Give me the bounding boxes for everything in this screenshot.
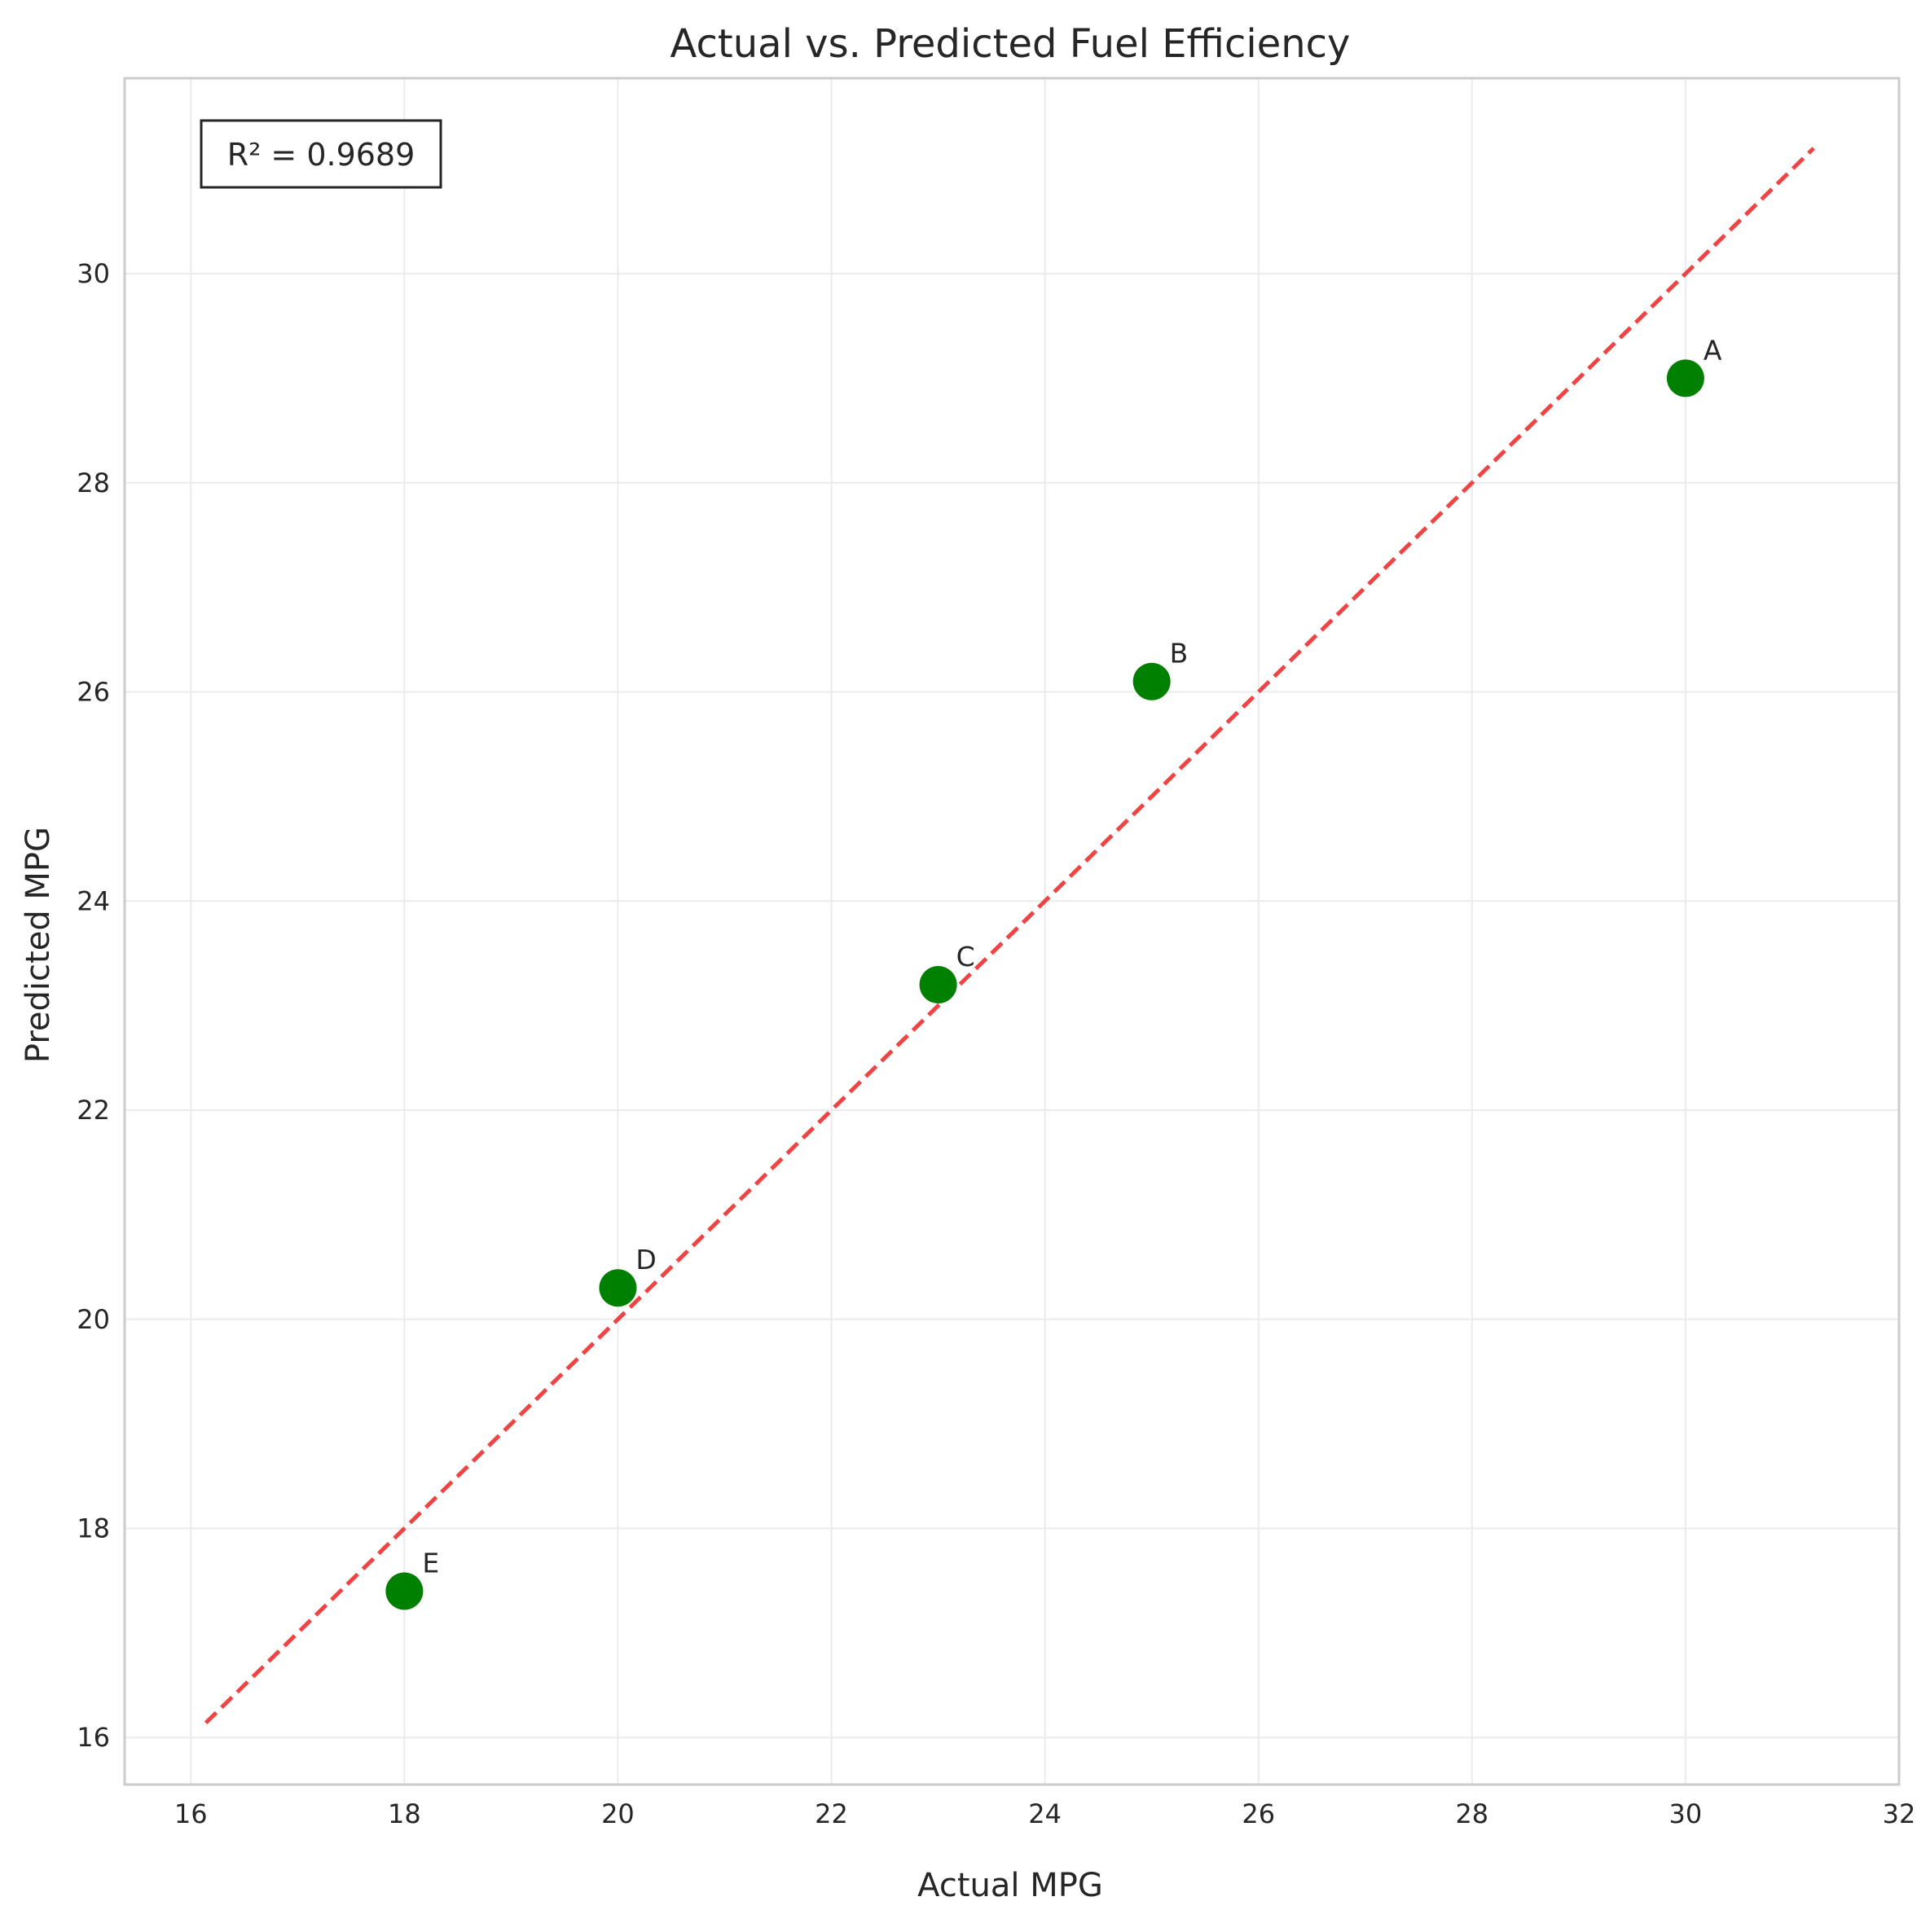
point-labels: A B C D E (422, 334, 1722, 1579)
point-label: D (635, 1244, 656, 1276)
data-point (1132, 662, 1171, 700)
y-tick-label: 30 (77, 258, 110, 289)
x-tick-label: 30 (1669, 1798, 1703, 1829)
x-tick-label: 16 (174, 1798, 208, 1829)
point-label: E (422, 1548, 439, 1579)
x-axis-title: Actual MPG (917, 1867, 1103, 1904)
data-point (599, 1269, 637, 1307)
x-tick-label: 20 (601, 1798, 635, 1829)
x-tick-label: 24 (1028, 1798, 1062, 1829)
r2-annotation-text: R² = 0.9689 (227, 137, 415, 173)
x-tick-label: 22 (815, 1798, 848, 1829)
data-points (385, 359, 1704, 1610)
y-tick-label: 22 (77, 1095, 110, 1126)
x-tick-label: 32 (1883, 1798, 1916, 1829)
r2-annotation-frame (200, 119, 442, 189)
y-tick-label: 28 (77, 468, 110, 498)
point-label: A (1704, 334, 1722, 366)
reference-line-group (204, 147, 1815, 1725)
y-tick-label: 26 (77, 677, 110, 708)
data-point (385, 1572, 424, 1610)
y-tick-label: 20 (77, 1304, 110, 1335)
y-tick-label: 18 (77, 1513, 110, 1543)
reference-line (204, 147, 1815, 1725)
x-tick-label: 18 (388, 1798, 421, 1829)
x-tick-label: 28 (1455, 1798, 1488, 1829)
y-axis-title: Predicted MPG (20, 827, 57, 1063)
y-tick-labels: 16 18 20 22 24 26 28 30 (77, 258, 110, 1753)
x-tick-label: 26 (1242, 1798, 1275, 1829)
x-tick-labels: 16 18 20 22 24 26 28 30 32 (174, 1798, 1915, 1829)
point-label: C (956, 941, 975, 973)
data-point (919, 965, 957, 1003)
plot-frame (123, 77, 1901, 1786)
y-tick-label: 24 (77, 885, 110, 916)
y-tick-label: 16 (77, 1722, 110, 1753)
chart-title: Actual vs. Predicted Fuel Efficiency (670, 21, 1351, 67)
point-label: B (1170, 638, 1189, 670)
data-point (1666, 359, 1704, 397)
r2-annotation-box: R² = 0.9689 (200, 119, 442, 189)
